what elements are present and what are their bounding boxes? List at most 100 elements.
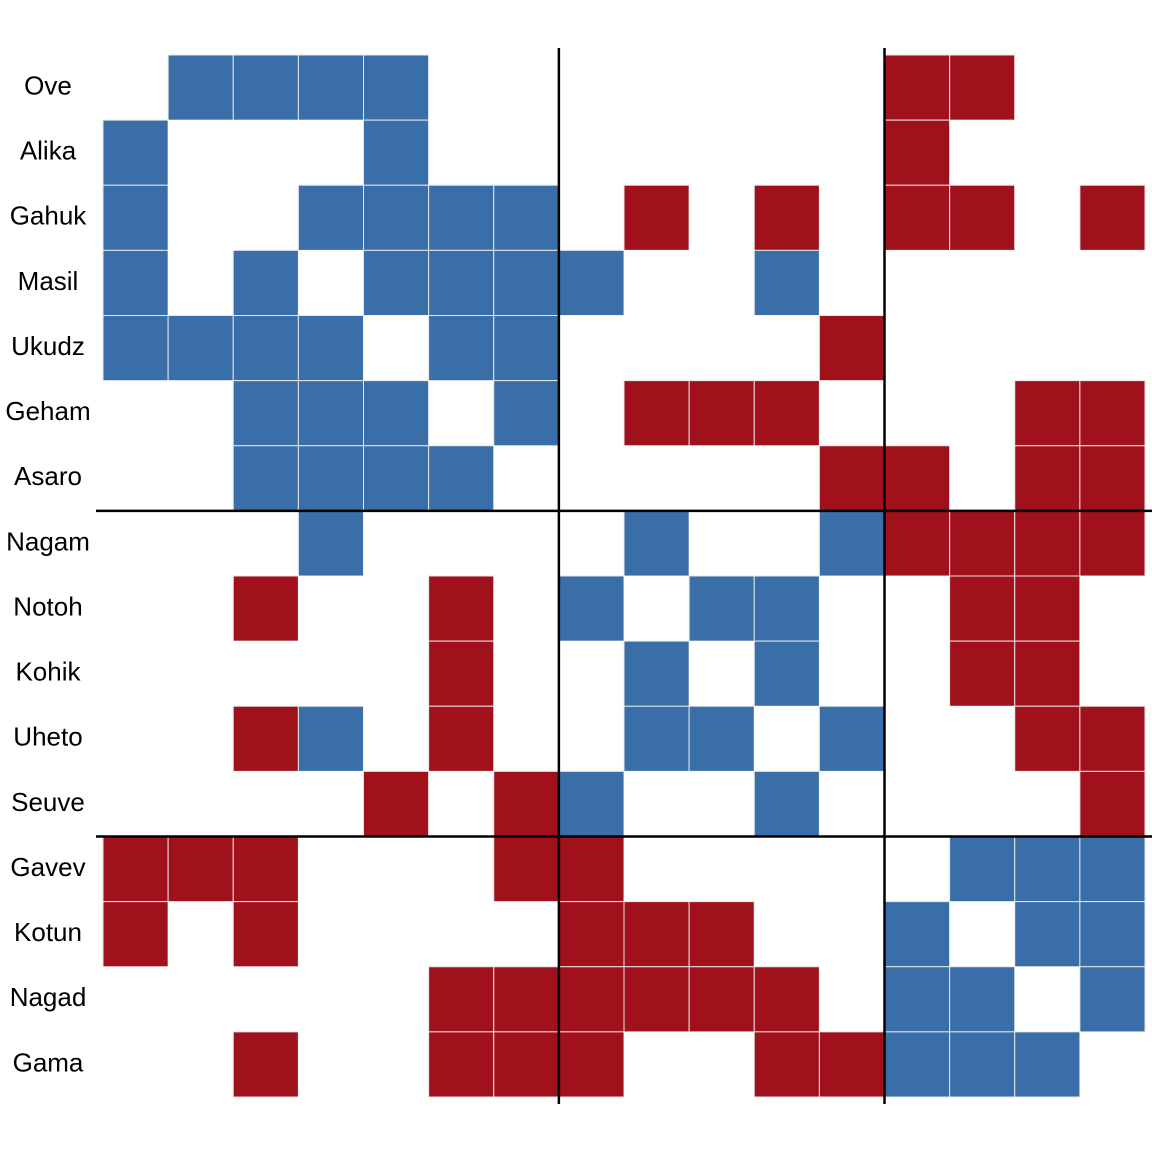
cell [363,901,429,967]
row-label: Notoh [13,591,82,621]
row-label: Gahuk [10,201,88,231]
cell [168,1031,234,1097]
cell [558,1031,625,1098]
cell [819,120,885,186]
row-label: Uheto [13,722,82,752]
cell [363,119,430,186]
cell [297,315,364,382]
cell [428,705,495,772]
cell [298,771,364,837]
cell [428,510,494,576]
cell [1079,250,1145,316]
cell [1014,445,1081,512]
cell [233,771,299,837]
cell [623,966,690,1033]
cell [884,641,950,707]
cell [428,184,495,251]
cell [493,836,560,903]
cell [558,641,624,707]
cell [623,705,690,772]
cell [1014,640,1081,707]
cell [949,120,1015,186]
cell [232,836,299,903]
cell [493,510,559,576]
cell [558,445,624,511]
row-label: Gama [13,1047,84,1077]
cell [103,1031,169,1097]
cell [688,705,755,772]
cell [558,120,624,186]
cell [363,836,429,902]
cell [428,640,495,707]
cell [689,120,755,186]
cell [298,250,364,316]
cell [753,575,820,642]
cell [428,836,494,902]
cell [428,249,495,316]
cell [1014,55,1080,121]
cell [949,771,1015,837]
cell [1014,575,1081,642]
cell [102,901,169,968]
cell [884,184,951,251]
cell [949,380,1015,446]
cell [428,315,495,382]
cell [558,510,624,576]
cell [689,315,755,381]
cell [624,120,690,186]
row-label: Gavev [10,852,85,882]
cell [754,510,820,576]
cell [884,1031,951,1098]
cell [623,510,690,577]
cell [297,445,364,512]
cell [753,249,820,316]
cell [753,966,820,1033]
cell [884,966,951,1033]
cell [558,55,624,121]
cell [1014,510,1081,577]
cell [1079,836,1146,903]
cell [884,250,950,316]
cell [102,184,169,251]
cell [168,380,234,446]
cell [363,249,430,316]
cell [363,510,429,576]
cell [754,901,820,967]
cell [689,55,755,121]
cell [754,55,820,121]
cell [232,901,299,968]
cell [363,184,430,251]
cell [558,315,624,381]
cell [168,771,234,837]
cell [297,510,364,577]
cell [1079,705,1146,772]
cell [1014,1031,1081,1098]
cell [884,315,950,381]
cell [103,380,169,446]
cell [624,836,690,902]
cell [1014,771,1080,837]
cell [1079,315,1145,381]
cell [298,576,364,642]
cell [428,55,494,121]
cell [1079,380,1146,447]
cell [168,641,234,707]
cell [363,54,430,121]
cell [233,510,299,576]
cell [624,445,690,511]
cell [1014,120,1080,186]
row-label: Ukudz [11,331,85,361]
cell [363,576,429,642]
cell [624,1031,690,1097]
cell [558,770,625,837]
cell [884,576,950,642]
cell [493,1031,560,1098]
cell [363,966,429,1032]
row-label: Masil [18,266,79,296]
cell [623,640,690,707]
cell [167,54,234,121]
row-label: Asaro [14,461,82,491]
cell [428,771,494,837]
row-label: Seuve [11,787,85,817]
